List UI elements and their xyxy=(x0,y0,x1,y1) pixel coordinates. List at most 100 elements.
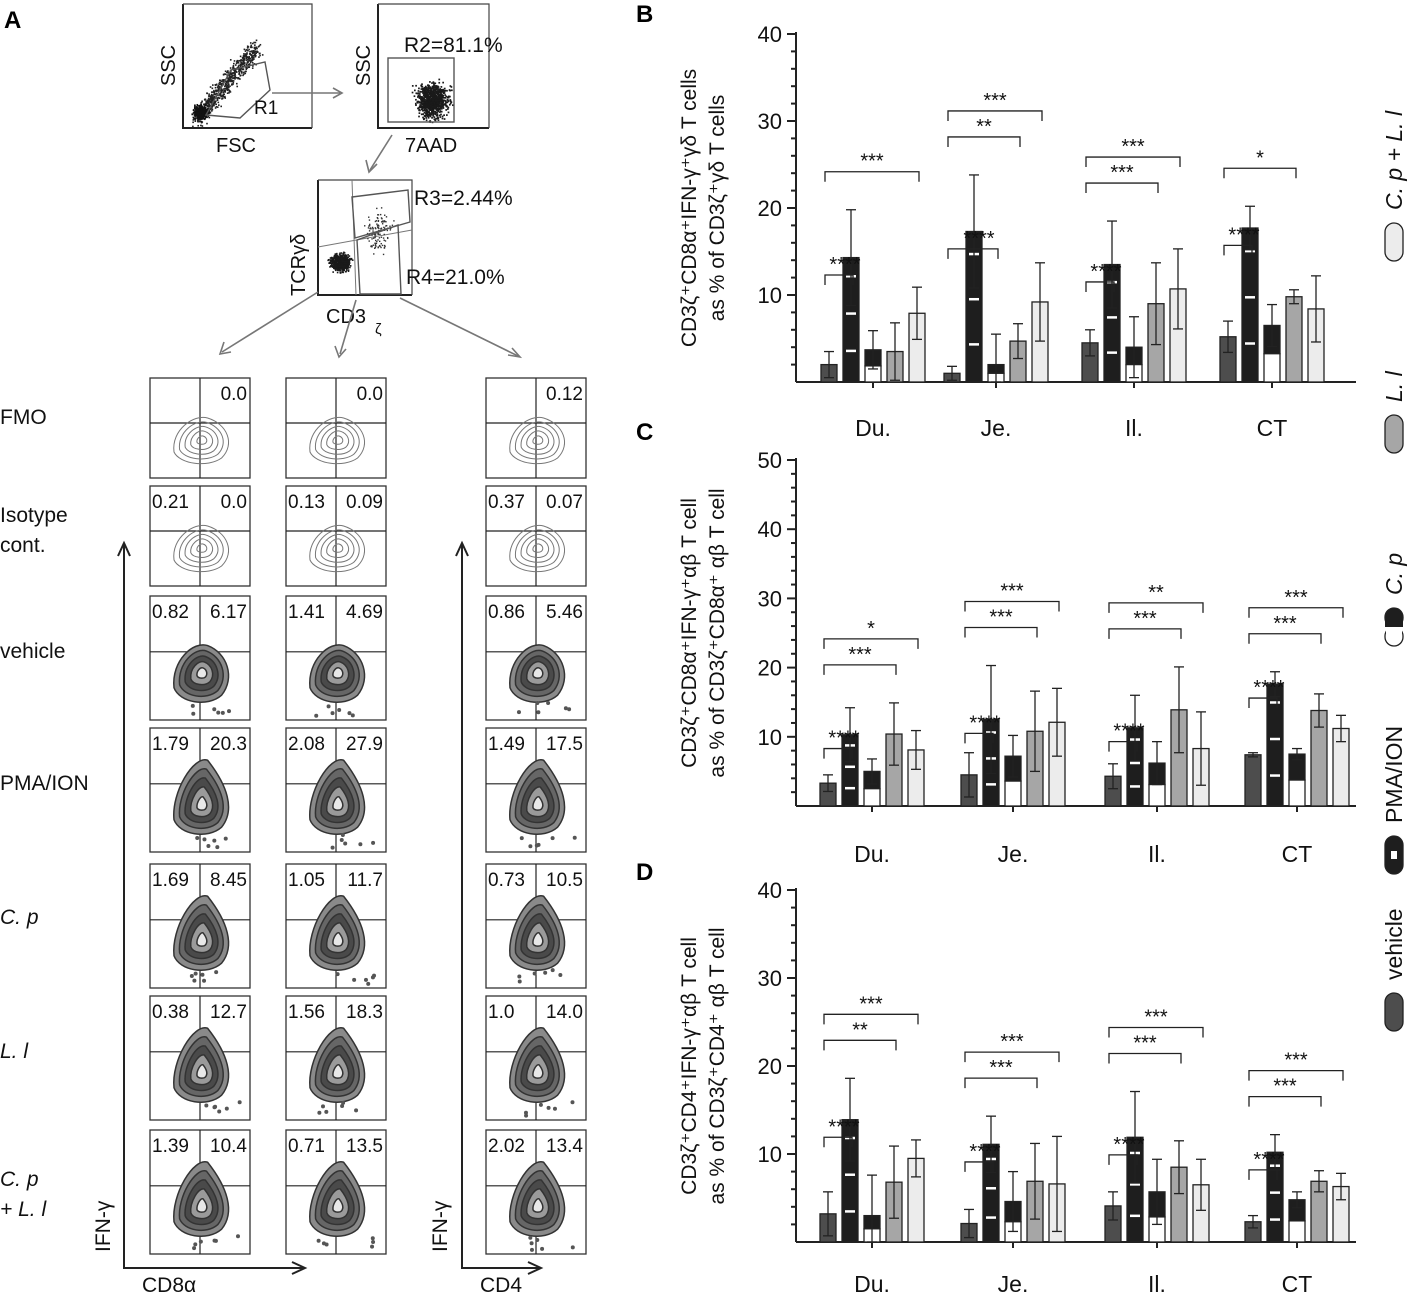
event-dot xyxy=(428,91,431,94)
event-dot xyxy=(207,97,210,100)
event-dot xyxy=(341,265,344,268)
event-dot xyxy=(380,236,383,238)
y-axis-label: as % of CD3ζ⁺CD4⁺ αβ T cell xyxy=(706,928,729,1205)
event-dot xyxy=(192,121,194,124)
event-dot xyxy=(383,244,386,247)
quadrant-value-ul: 0.86 xyxy=(488,602,525,623)
event-dot xyxy=(205,107,207,109)
event-dot xyxy=(425,113,427,115)
event-dot xyxy=(329,259,332,261)
event-dot xyxy=(430,101,432,104)
event-dot xyxy=(523,1110,528,1115)
event-dot xyxy=(243,48,246,51)
event-dot xyxy=(384,240,387,242)
event-dot xyxy=(434,110,437,113)
event-dot xyxy=(441,105,443,108)
event-dot xyxy=(572,835,577,840)
event-dot xyxy=(197,124,200,127)
density-contour xyxy=(332,543,344,553)
gate-r3 xyxy=(351,189,411,239)
event-dot xyxy=(208,95,211,97)
event-dot xyxy=(429,99,432,101)
significance-label: ** xyxy=(976,116,992,138)
event-dot xyxy=(224,88,226,90)
flow-plot: 1.05 11.7 xyxy=(285,863,387,989)
event-dot xyxy=(249,42,252,44)
significance-bracket xyxy=(1108,740,1138,752)
density-contour xyxy=(315,421,360,460)
event-dot xyxy=(206,99,209,102)
density-contour xyxy=(532,543,544,553)
event-dot xyxy=(253,51,255,53)
event-dot xyxy=(326,704,331,709)
event-dot xyxy=(213,102,216,105)
quadrant-value-ul: 1.41 xyxy=(288,602,325,623)
significance-label: *** xyxy=(989,1057,1013,1079)
plot-axes xyxy=(317,180,412,296)
arrowhead xyxy=(332,87,344,99)
event-dot xyxy=(218,79,221,82)
event-dot xyxy=(423,117,426,120)
event-dot xyxy=(191,113,194,116)
event-dot xyxy=(254,52,257,54)
event-dot xyxy=(339,272,342,274)
event-dot xyxy=(441,91,444,93)
event-dot xyxy=(202,110,204,113)
event-dot xyxy=(211,107,213,109)
event-dot xyxy=(417,107,420,109)
event-dot xyxy=(440,103,443,106)
density-contour xyxy=(309,524,365,573)
event-dot xyxy=(246,56,248,58)
event-dot xyxy=(243,54,246,57)
event-dot xyxy=(433,97,436,100)
event-dot xyxy=(248,60,251,62)
event-dot xyxy=(432,105,435,108)
event-dot xyxy=(213,92,216,94)
event-dot xyxy=(570,1245,575,1250)
event-dot xyxy=(246,49,248,51)
quadrant-value-ur: 14.0 xyxy=(546,1002,583,1023)
event-dot xyxy=(199,118,202,120)
event-dot xyxy=(436,97,439,99)
significance-label: **** xyxy=(828,728,859,750)
event-dot xyxy=(428,89,431,92)
event-dot xyxy=(198,111,200,113)
event-dot xyxy=(221,89,224,92)
event-dot xyxy=(192,1246,197,1251)
significance-bracket xyxy=(1248,1095,1322,1107)
event-dot xyxy=(423,87,426,90)
event-dot xyxy=(199,109,201,111)
event-dot xyxy=(225,82,228,84)
event-dot xyxy=(223,836,228,841)
event-dot xyxy=(335,260,338,262)
event-dot xyxy=(228,92,230,94)
event-dot xyxy=(433,82,436,85)
event-dot xyxy=(434,106,436,108)
event-dot xyxy=(443,87,446,90)
event-dot xyxy=(195,106,198,108)
event-dot xyxy=(317,1110,322,1115)
quadrant-value-ur: 17.5 xyxy=(546,734,583,755)
event-dot xyxy=(425,105,428,108)
event-dot xyxy=(207,105,210,108)
event-dot xyxy=(205,116,207,118)
event-dot xyxy=(441,105,444,107)
significance-bracket xyxy=(1248,1069,1344,1081)
event-dot xyxy=(192,112,195,114)
significance-label: *** xyxy=(983,90,1007,112)
event-dot xyxy=(422,116,424,119)
category-label: Je. xyxy=(998,841,1029,867)
event-dot xyxy=(430,109,433,112)
event-dot xyxy=(339,265,341,268)
event-dot xyxy=(336,255,339,257)
event-dot xyxy=(430,94,433,97)
event-dot xyxy=(433,88,436,90)
event-dot xyxy=(228,76,231,78)
event-dot xyxy=(442,106,444,108)
event-dot xyxy=(429,109,431,111)
event-dot xyxy=(243,62,246,65)
event-dot xyxy=(200,120,203,123)
arrowhead xyxy=(117,540,131,557)
significance-label: *** xyxy=(1110,162,1134,184)
event-dot xyxy=(214,101,217,104)
